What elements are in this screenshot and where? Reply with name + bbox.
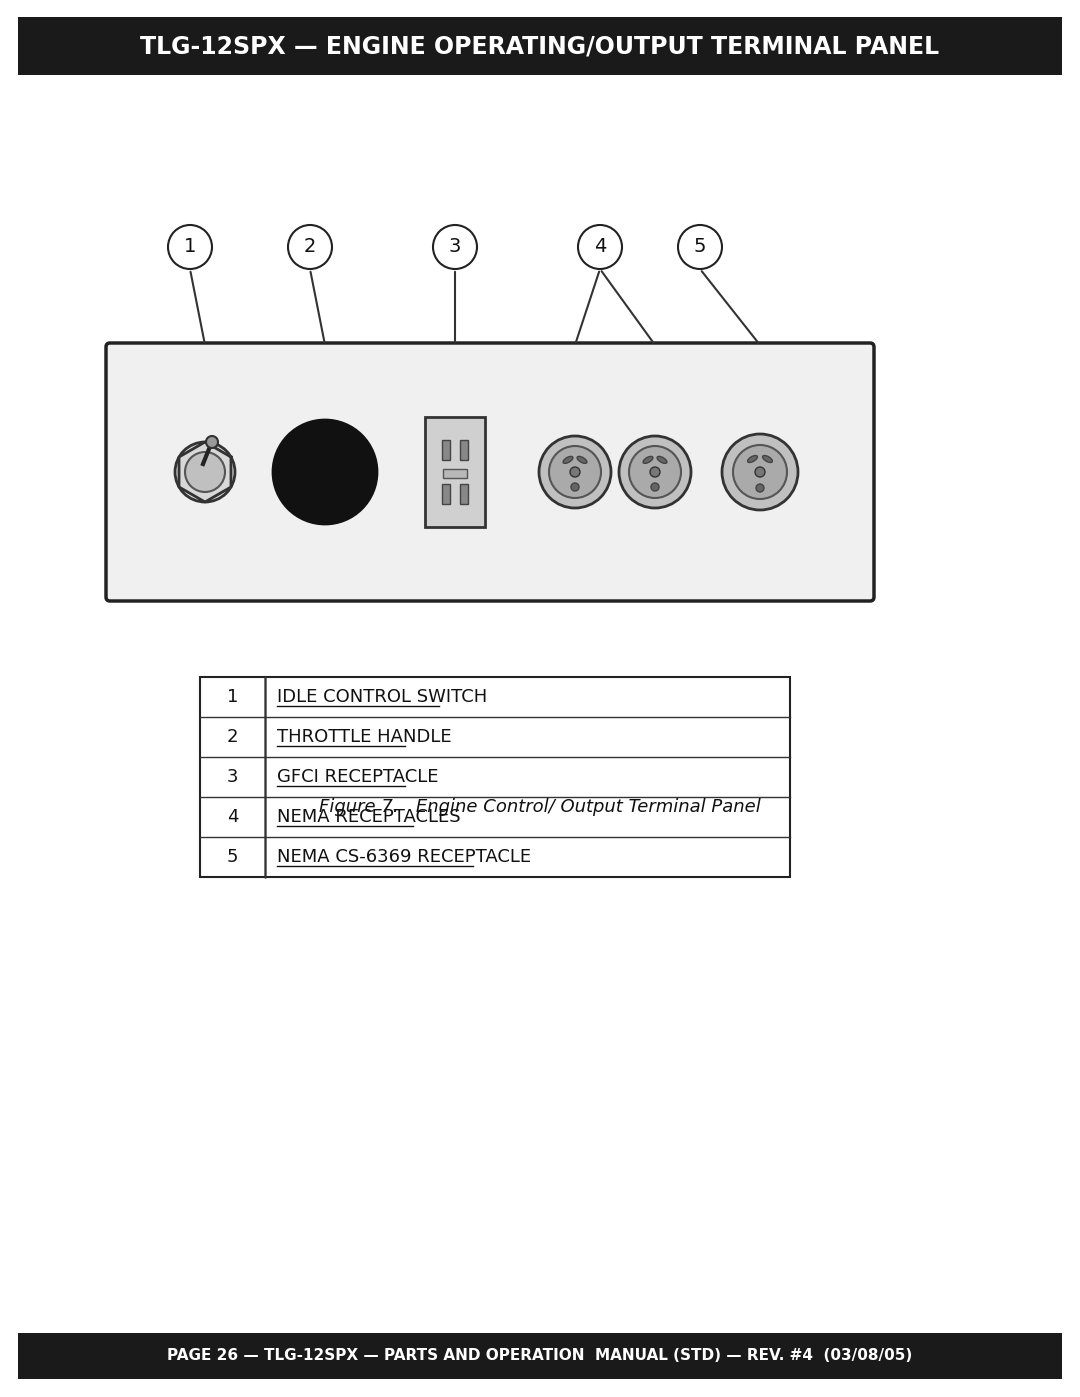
- Text: 4: 4: [227, 807, 239, 826]
- Circle shape: [619, 436, 691, 509]
- Text: 2: 2: [303, 237, 316, 257]
- Text: 1: 1: [227, 687, 239, 705]
- Text: IDLE CONTROL SWITCH: IDLE CONTROL SWITCH: [276, 687, 487, 705]
- Text: NEMA RECEPTACLES: NEMA RECEPTACLES: [276, 807, 461, 826]
- Ellipse shape: [643, 457, 653, 464]
- FancyBboxPatch shape: [106, 344, 874, 601]
- Circle shape: [578, 225, 622, 270]
- Text: 2: 2: [227, 728, 239, 746]
- Circle shape: [570, 467, 580, 476]
- Bar: [18, 17, 1062, 75]
- Circle shape: [206, 436, 218, 448]
- Circle shape: [755, 467, 765, 476]
- Text: 5: 5: [693, 237, 706, 257]
- Bar: [460, 440, 468, 460]
- Circle shape: [723, 434, 798, 510]
- Circle shape: [651, 483, 659, 490]
- Bar: [442, 440, 450, 460]
- Circle shape: [678, 225, 723, 270]
- Text: 4: 4: [594, 237, 606, 257]
- Bar: [460, 483, 468, 504]
- Circle shape: [733, 446, 787, 499]
- Bar: [426, 416, 485, 527]
- Circle shape: [571, 483, 579, 490]
- Circle shape: [185, 453, 225, 492]
- Circle shape: [433, 225, 477, 270]
- Text: Figure 7.   Engine Control/ Output Terminal Panel: Figure 7. Engine Control/ Output Termina…: [319, 798, 761, 816]
- Text: TLG-12SPX — ENGINE OPERATING/OUTPUT TERMINAL PANEL: TLG-12SPX — ENGINE OPERATING/OUTPUT TERM…: [140, 34, 940, 59]
- Ellipse shape: [747, 455, 757, 462]
- Text: 5: 5: [227, 848, 239, 866]
- Text: NEMA CS-6369 RECEPTACLE: NEMA CS-6369 RECEPTACLE: [276, 848, 531, 866]
- Circle shape: [175, 441, 235, 502]
- Circle shape: [273, 420, 377, 524]
- Circle shape: [629, 446, 681, 497]
- Text: 1: 1: [184, 237, 197, 257]
- Ellipse shape: [577, 457, 586, 464]
- Bar: [18, 1333, 1062, 1379]
- Bar: [200, 678, 789, 877]
- Bar: [442, 483, 450, 504]
- Text: PAGE 26 — TLG-12SPX — PARTS AND OPERATION  MANUAL (STD) — REV. #4  (03/08/05): PAGE 26 — TLG-12SPX — PARTS AND OPERATIO…: [167, 1348, 913, 1363]
- Ellipse shape: [563, 457, 572, 464]
- Ellipse shape: [657, 457, 667, 464]
- Text: 3: 3: [227, 768, 239, 787]
- Circle shape: [168, 225, 212, 270]
- Circle shape: [288, 225, 332, 270]
- Text: THROTTLE HANDLE: THROTTLE HANDLE: [276, 728, 451, 746]
- Circle shape: [650, 467, 660, 476]
- Text: GFCI RECEPTACLE: GFCI RECEPTACLE: [276, 768, 438, 787]
- Ellipse shape: [762, 455, 772, 462]
- Bar: [443, 469, 467, 478]
- Circle shape: [549, 446, 600, 497]
- Circle shape: [539, 436, 611, 509]
- Text: 3: 3: [449, 237, 461, 257]
- Circle shape: [756, 483, 764, 492]
